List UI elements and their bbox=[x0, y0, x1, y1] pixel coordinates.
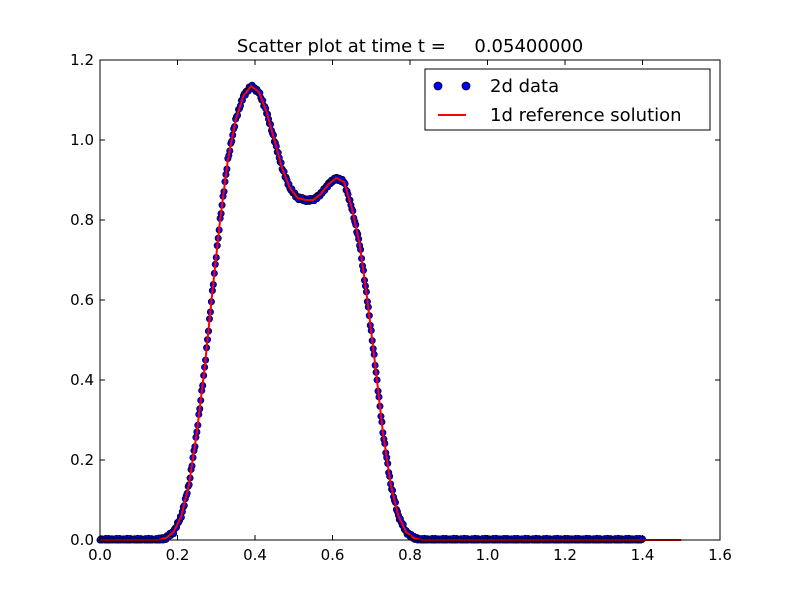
chart-title: Scatter plot at time t = 0.05400000 bbox=[237, 36, 583, 57]
x-tick-label: 0.0 bbox=[88, 546, 112, 564]
x-tick-label: 0.6 bbox=[321, 546, 345, 564]
legend-marker-2d-data bbox=[461, 81, 471, 91]
y-tick-label: 0.4 bbox=[70, 371, 94, 389]
x-tick-label: 0.2 bbox=[166, 546, 190, 564]
x-axis: 0.0 0.2 0.4 0.6 0.8 1.0 1.2 1.4 1.6 bbox=[88, 60, 732, 564]
plot-area bbox=[100, 60, 720, 540]
y-tick-label: 0.0 bbox=[70, 531, 94, 549]
x-tick-label: 0.4 bbox=[243, 546, 267, 564]
x-tick-label: 1.4 bbox=[631, 546, 655, 564]
x-tick-label: 0.8 bbox=[398, 546, 422, 564]
legend-box bbox=[424, 68, 711, 131]
y-tick-label: 1.2 bbox=[70, 51, 94, 69]
legend: 2d data 1d reference solution bbox=[424, 68, 711, 131]
legend-marker-2d-data bbox=[433, 81, 443, 91]
x-tick-label: 1.2 bbox=[553, 546, 577, 564]
x-tick-label: 1.6 bbox=[708, 546, 732, 564]
x-tick-label: 1.0 bbox=[476, 546, 500, 564]
y-tick-label: 0.6 bbox=[70, 291, 94, 309]
legend-label-1d-reference: 1d reference solution bbox=[490, 105, 682, 126]
y-tick-label: 1.0 bbox=[70, 131, 94, 149]
y-tick-label: 0.2 bbox=[70, 451, 94, 469]
legend-label-2d-data: 2d data bbox=[490, 76, 559, 97]
y-axis: 0.0 0.2 0.4 0.6 0.8 1.0 1.2 bbox=[70, 51, 720, 549]
y-tick-label: 0.8 bbox=[70, 211, 94, 229]
